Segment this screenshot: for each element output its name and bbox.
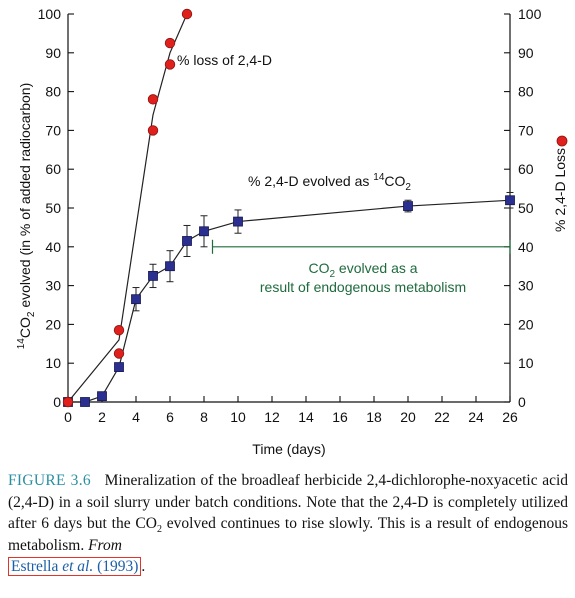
x-tick-label: 12: [264, 409, 280, 425]
series-layer: [62, 8, 515, 408]
loss-point: [147, 94, 159, 105]
loss-point: [164, 37, 176, 49]
y-right-tick-label: 60: [518, 161, 534, 177]
evolved-point: [97, 391, 107, 402]
x-tick-label: 16: [332, 409, 348, 425]
y-right-tick-label: 100: [518, 6, 542, 22]
evolved-point: [114, 362, 124, 372]
y-left-title-rest: evolved (in % of added radiocarbon): [17, 83, 33, 312]
evolved-label-main: CO: [384, 173, 405, 189]
x-tick-label: 0: [64, 409, 72, 425]
y-left-tick-label: 90: [45, 45, 61, 61]
x-tick-label: 22: [434, 409, 450, 425]
ref-year: (1993): [93, 558, 139, 575]
y-left-tick-label: 10: [45, 355, 61, 371]
figure-caption: FIGURE 3.6 Mineralization of the broadle…: [8, 470, 568, 578]
ref-etal: et al.: [62, 558, 94, 575]
chart-figure: 0 10 20 30 40 50 60 70 80 90 100 0 10 20 30 40 50 60 70 80 9…: [16, 6, 568, 457]
y-right-tick-label: 90: [518, 45, 534, 61]
x-tick-label: 6: [166, 409, 174, 425]
axes: 0102030405060708090100010203040506070809…: [16, 6, 568, 457]
loss-point: [164, 59, 176, 70]
y-right-tick-label: 30: [518, 278, 534, 294]
evolved-point: [199, 226, 209, 237]
caption-subscript: 2: [156, 524, 162, 536]
evolved-label-superscript: 14: [373, 172, 385, 183]
x-axis-title: Time (days): [252, 441, 325, 457]
y-left-tick-label: 30: [45, 278, 61, 294]
x-tick-label: 24: [468, 409, 484, 425]
evolved-point: [148, 270, 158, 281]
y-right-tick-label: 20: [518, 316, 534, 332]
loss-series-line: [67, 13, 188, 403]
y-left-title-co: CO: [17, 317, 33, 338]
y-right-tick-label: 40: [518, 239, 534, 255]
x-tick-label: 18: [366, 409, 382, 425]
evolved-series-label: % 2,4-D evolved as 14CO2: [248, 172, 411, 193]
loss-point: [62, 396, 74, 408]
x-tick-label: 8: [200, 409, 208, 425]
y-right-tick-label: 50: [518, 200, 534, 216]
y-left-tick-label: 60: [45, 161, 61, 177]
evolved-point: [165, 261, 175, 272]
x-tick-label: 26: [502, 409, 518, 425]
y-left-title-superscript: 14: [16, 338, 27, 350]
y-right-tick-label: 80: [518, 84, 534, 100]
evolved-point: [80, 397, 90, 407]
caption-text-2: evolved continues to rise slowly. This i…: [8, 515, 569, 554]
x-tick-label: 10: [230, 409, 246, 425]
y-left-tick-label: 80: [45, 84, 61, 100]
caption-text-1: Mineralization of the broadleaf herbicid…: [8, 472, 569, 532]
bracket-label-sub: 2: [329, 269, 335, 280]
evolved-label-prefix: % 2,4-D evolved as: [248, 173, 373, 189]
y-left-tick-label: 20: [45, 316, 61, 332]
x-tick-label: 20: [400, 409, 416, 425]
ref-author: Estrella: [11, 558, 63, 575]
y-left-tick-label: 100: [38, 6, 62, 22]
bracket-label-line2: result of endogenous metabolism: [260, 279, 466, 295]
evolved-point: [505, 195, 515, 206]
bracket-label-line1: CO2 evolved as a: [308, 260, 417, 280]
loss-series-label: % loss of 2,4-D: [177, 52, 272, 68]
evolved-point: [233, 216, 243, 227]
y-left-tick-label: 70: [45, 122, 61, 138]
evolved-point: [403, 201, 413, 211]
reference-link[interactable]: Estrella et al. (1993): [8, 557, 142, 576]
evolved-point: [182, 236, 192, 246]
bracket-label-rest: evolved as a: [335, 260, 418, 276]
y-left-tick-label: 50: [45, 200, 61, 216]
annotation-layer: % loss of 2,4-D% 2,4-D evolved as 14CO2C…: [177, 52, 511, 295]
y-right-tick-label: 70: [518, 122, 534, 138]
chart: 0102030405060708090100010203040506070809…: [16, 6, 568, 457]
evolved-point: [131, 294, 141, 305]
y-right-axis-title: % 2,4-D Loss: [552, 148, 568, 232]
y-left-tick-label: 0: [53, 394, 61, 410]
evolved-label-sub: 2: [405, 182, 411, 193]
y-right-tick-label: 0: [518, 394, 526, 410]
loss-point: [113, 325, 125, 336]
x-tick-label: 14: [298, 409, 314, 425]
x-tick-label: 2: [98, 409, 106, 425]
x-tick-label: 4: [132, 409, 140, 425]
right-axis-legend-marker: [556, 135, 568, 147]
caption-label: FIGURE 3.6: [8, 472, 91, 489]
y-left-title-sub: 2: [26, 311, 37, 317]
caption-from: From: [88, 536, 122, 554]
loss-point: [181, 8, 193, 20]
y-left-axis-title: 14CO2 evolved (in % of added radiocarbon…: [16, 83, 37, 350]
loss-point: [147, 125, 159, 136]
loss-point: [113, 348, 125, 359]
y-right-tick-label: 10: [518, 355, 534, 371]
caption-end: .: [141, 558, 146, 575]
y-left-tick-label: 40: [45, 239, 61, 255]
bracket-label-co: CO: [308, 260, 329, 276]
